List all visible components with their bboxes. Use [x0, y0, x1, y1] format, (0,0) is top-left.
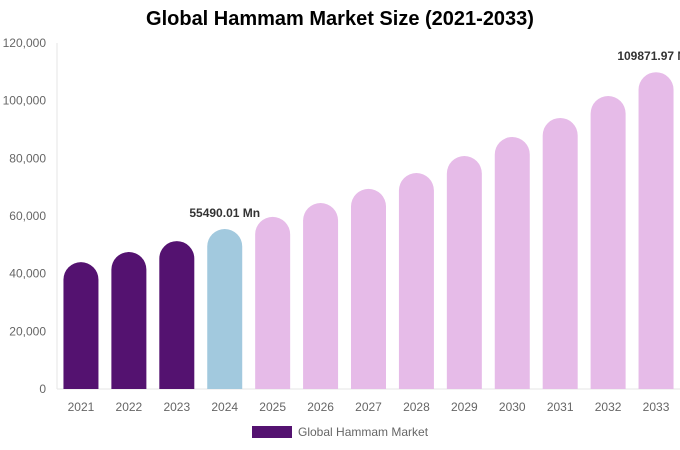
bar-2025 — [255, 216, 291, 389]
x-tick-label: 2023 — [163, 400, 190, 414]
chart-title: Global Hammam Market Size (2021-2033) — [146, 8, 534, 30]
y-tick-label: 60,000 — [9, 209, 46, 223]
y-tick-label: 100,000 — [3, 94, 47, 108]
x-tick-label: 2025 — [259, 400, 286, 414]
y-tick-label: 0 — [39, 382, 46, 396]
x-tick-label: 2032 — [595, 400, 622, 414]
x-tick-label: 2031 — [547, 400, 574, 414]
y-tick-label: 40,000 — [9, 267, 46, 281]
x-tick-label: 2033 — [643, 400, 670, 414]
bar-2030 — [494, 136, 530, 389]
x-tick-label: 2030 — [499, 400, 526, 414]
y-tick-label: 120,000 — [3, 36, 47, 50]
legend-swatch — [252, 426, 292, 438]
x-tick-label: 2024 — [211, 400, 238, 414]
bar-2022 — [111, 252, 147, 389]
bar-2031 — [542, 117, 578, 389]
x-tick-label: 2029 — [451, 400, 478, 414]
x-tick-label: 2021 — [68, 400, 95, 414]
bar-2029 — [446, 156, 482, 389]
x-tick-label: 2027 — [355, 400, 382, 414]
y-tick-label: 80,000 — [9, 151, 46, 165]
x-tick-label: 2028 — [403, 400, 430, 414]
data-label: 109871.97 Mn — [617, 49, 680, 63]
x-tick-label: 2022 — [116, 400, 143, 414]
y-tick-label: 20,000 — [9, 324, 46, 338]
bar-2021 — [63, 262, 99, 389]
bar-2023 — [159, 241, 195, 389]
x-tick-label: 2026 — [307, 400, 334, 414]
bar-2032 — [590, 96, 626, 389]
bar-2028 — [398, 173, 434, 389]
legend-label: Global Hammam Market — [298, 425, 429, 439]
bar-2024 — [207, 229, 243, 389]
bar-2033 — [638, 72, 674, 389]
data-label: 55490.01 Mn — [189, 206, 260, 220]
legend[interactable]: Global Hammam Market — [252, 425, 428, 439]
bar-2027 — [351, 188, 386, 389]
bar-2026 — [303, 203, 339, 389]
